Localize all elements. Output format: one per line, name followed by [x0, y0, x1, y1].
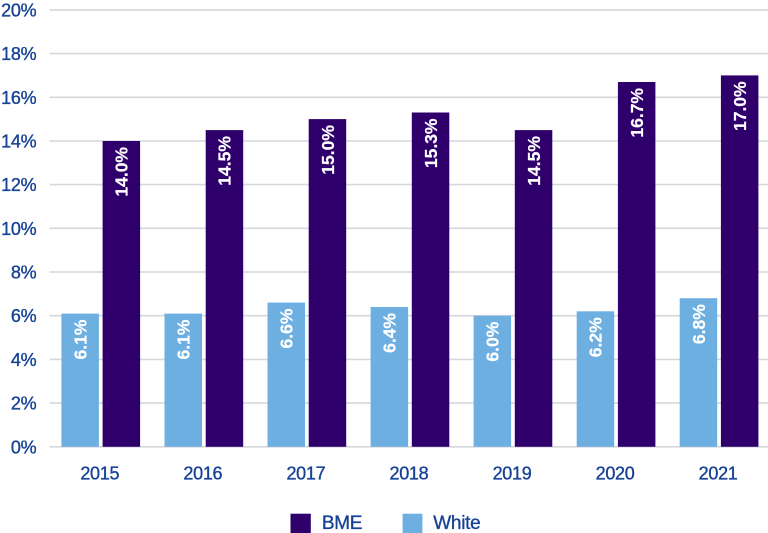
svg-text:15.0%: 15.0% [318, 125, 338, 175]
svg-text:14.5%: 14.5% [215, 136, 235, 186]
svg-text:14.0%: 14.0% [112, 147, 132, 197]
svg-text:2019: 2019 [493, 464, 532, 484]
svg-text:2015: 2015 [80, 464, 119, 484]
svg-text:6.8%: 6.8% [689, 304, 709, 344]
svg-text:6.1%: 6.1% [70, 319, 90, 359]
svg-text:6.6%: 6.6% [277, 308, 297, 348]
svg-text:2016: 2016 [183, 464, 222, 484]
svg-text:2018: 2018 [390, 464, 429, 484]
svg-text:4%: 4% [11, 350, 37, 370]
svg-text:6%: 6% [11, 306, 37, 326]
svg-text:15.3%: 15.3% [421, 118, 441, 168]
svg-text:12%: 12% [1, 175, 36, 195]
svg-text:2017: 2017 [286, 464, 325, 484]
svg-text:16%: 16% [1, 88, 36, 108]
svg-text:6.1%: 6.1% [174, 319, 194, 359]
svg-text:14.5%: 14.5% [524, 136, 544, 186]
svg-text:16.7%: 16.7% [627, 88, 647, 138]
svg-text:10%: 10% [1, 219, 36, 239]
svg-text:17.0%: 17.0% [730, 81, 750, 131]
svg-text:14%: 14% [1, 131, 36, 151]
svg-text:0%: 0% [11, 437, 37, 457]
svg-text:White: White [433, 513, 480, 533]
svg-text:6.0%: 6.0% [483, 321, 503, 361]
svg-text:BME: BME [322, 513, 362, 533]
svg-text:2020: 2020 [596, 464, 635, 484]
svg-text:8%: 8% [11, 262, 37, 282]
svg-text:6.2%: 6.2% [586, 317, 606, 357]
svg-text:20%: 20% [1, 0, 36, 20]
svg-text:2%: 2% [11, 394, 37, 414]
svg-text:2021: 2021 [699, 464, 738, 484]
svg-text:6.4%: 6.4% [380, 313, 400, 353]
svg-text:18%: 18% [1, 44, 36, 64]
